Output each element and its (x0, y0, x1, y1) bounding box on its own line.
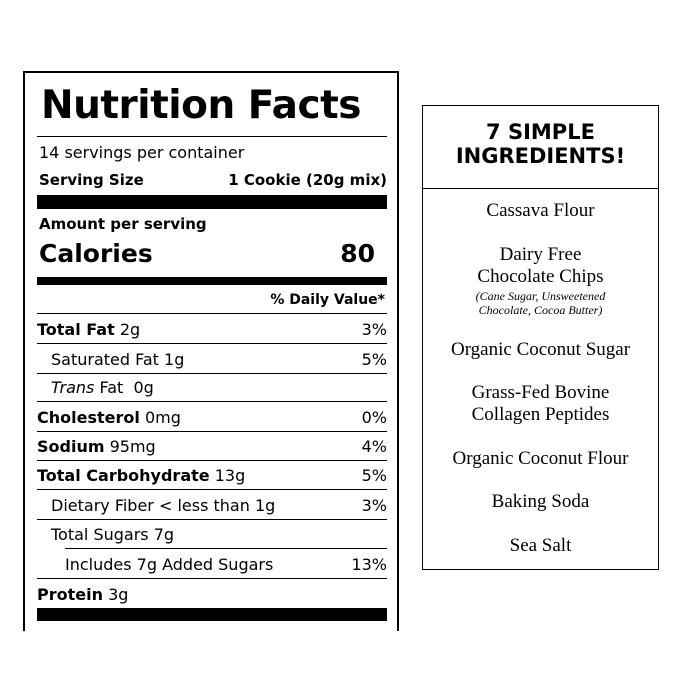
medium-divider (37, 277, 387, 285)
ingredients-title-line2: INGREDIENTS! (455, 144, 626, 168)
nutrient-amount: 2g (119, 319, 141, 339)
nutrient-label: Includes 7g Added Sugars (65, 554, 274, 574)
divider (37, 578, 387, 579)
thick-divider (37, 195, 387, 209)
nutrient-amount: 3g (108, 584, 129, 604)
ingredients-panel: 7 SIMPLE INGREDIENTS! Cassava Flour Dair… (422, 105, 659, 570)
nutrient-label: Saturated Fat (51, 349, 159, 369)
nutrient-dv: 5% (361, 349, 387, 369)
serving-size-value: 1 Cookie (20g mix) (228, 171, 387, 189)
nutrition-facts-title: Nutrition Facts (41, 83, 361, 128)
ingredient-name-line1: Grass-Fed Bovine (471, 382, 610, 403)
calories-value: 80 (340, 239, 375, 268)
divider (37, 136, 387, 137)
divider (37, 519, 387, 520)
divider (37, 401, 387, 402)
nutrient-row-total-fat: Total Fat 2g 3% (37, 315, 387, 343)
divider (37, 373, 387, 374)
ingredient-name-line2: Collagen Peptides (471, 404, 610, 425)
nutrient-amount: 0mg (144, 407, 181, 427)
nutrient-dv: 13% (351, 554, 387, 574)
ingredients-title-line1: 7 SIMPLE (486, 120, 595, 144)
calories-row: Calories 80 (39, 239, 375, 268)
nutrient-row-total-sugars: Total Sugars 7g (37, 520, 387, 548)
nutrient-label: Sodium (37, 436, 105, 456)
ingredient-item: Dairy Free Chocolate Chips (Cane Sugar, … (423, 244, 658, 317)
divider (37, 313, 387, 314)
ingredient-name-line2: Chocolate Chips (477, 266, 604, 287)
nutrient-dv: 0% (361, 407, 387, 427)
servings-per-container: 14 servings per container (39, 143, 245, 162)
nutrient-label: Total Carbohydrate (37, 465, 210, 485)
ingredient-item: Organic Coconut Sugar (450, 339, 631, 360)
nutrient-amount: 13g (214, 465, 246, 485)
ingredient-note-line2: Chocolate, Cocoa Butter) (478, 303, 603, 317)
nutrient-row-saturated-fat: Saturated Fat 1g 5% (37, 345, 387, 373)
nutrient-label: Total Sugars 7g (51, 524, 175, 544)
nutrient-amount: 95mg (109, 436, 156, 456)
divider (65, 548, 387, 549)
ingredient-item: Grass-Fed Bovine Collagen Peptides (423, 382, 658, 426)
amount-per-serving: Amount per serving (39, 215, 207, 233)
divider (37, 460, 387, 461)
ingredient-item: Sea Salt (509, 535, 572, 556)
divider (37, 431, 387, 432)
nutrient-row-sodium: Sodium 95mg 4% (37, 432, 387, 460)
nutrient-dv: 5% (361, 465, 387, 485)
calories-label: Calories (39, 239, 153, 268)
divider (37, 489, 387, 490)
nutrient-label: Protein (37, 584, 103, 604)
nutrient-label: Trans (51, 377, 95, 397)
ingredient-item: Cassava Flour (486, 200, 595, 221)
serving-size-label: Serving Size (39, 171, 144, 189)
nutrient-row-dietary-fiber: Dietary Fiber < less than 1g 3% (37, 491, 387, 519)
divider (37, 343, 387, 344)
nutrient-row-trans-fat: Trans Fat 0g (37, 373, 387, 401)
nutrient-row-added-sugars: Includes 7g Added Sugars 13% (37, 550, 387, 578)
ingredient-item: Baking Soda (491, 491, 590, 512)
nutrient-dv: 3% (361, 495, 387, 515)
nutrient-row-total-carbohydrate: Total Carbohydrate 13g 5% (37, 461, 387, 489)
ingredient-name-line1: Dairy Free (499, 244, 582, 265)
nutrient-row-cholesterol: Cholesterol 0mg 0% (37, 403, 387, 431)
thick-divider (37, 608, 387, 621)
nutrient-row-protein: Protein 3g (37, 580, 387, 608)
ingredients-divider (423, 188, 658, 189)
nutrient-dv: 4% (361, 436, 387, 456)
nutrient-dv: 3% (361, 319, 387, 339)
nutrient-label: Cholesterol (37, 407, 140, 427)
nutrition-facts-panel: Nutrition Facts 14 servings per containe… (23, 71, 399, 631)
ingredients-title: 7 SIMPLE INGREDIENTS! (423, 120, 658, 168)
ingredient-note-line1: (Cane Sugar, Unsweetened (475, 289, 606, 303)
nutrient-amount: 1g (164, 349, 185, 369)
daily-value-header: % Daily Value* (270, 292, 385, 308)
ingredient-item: Organic Coconut Flour (452, 448, 629, 469)
nutrient-label: Dietary Fiber < less than 1g (51, 495, 276, 515)
nutrient-amount: Fat 0g (99, 377, 154, 397)
nutrient-label: Total Fat (37, 319, 115, 339)
serving-size-row: Serving Size 1 Cookie (20g mix) (39, 171, 387, 189)
